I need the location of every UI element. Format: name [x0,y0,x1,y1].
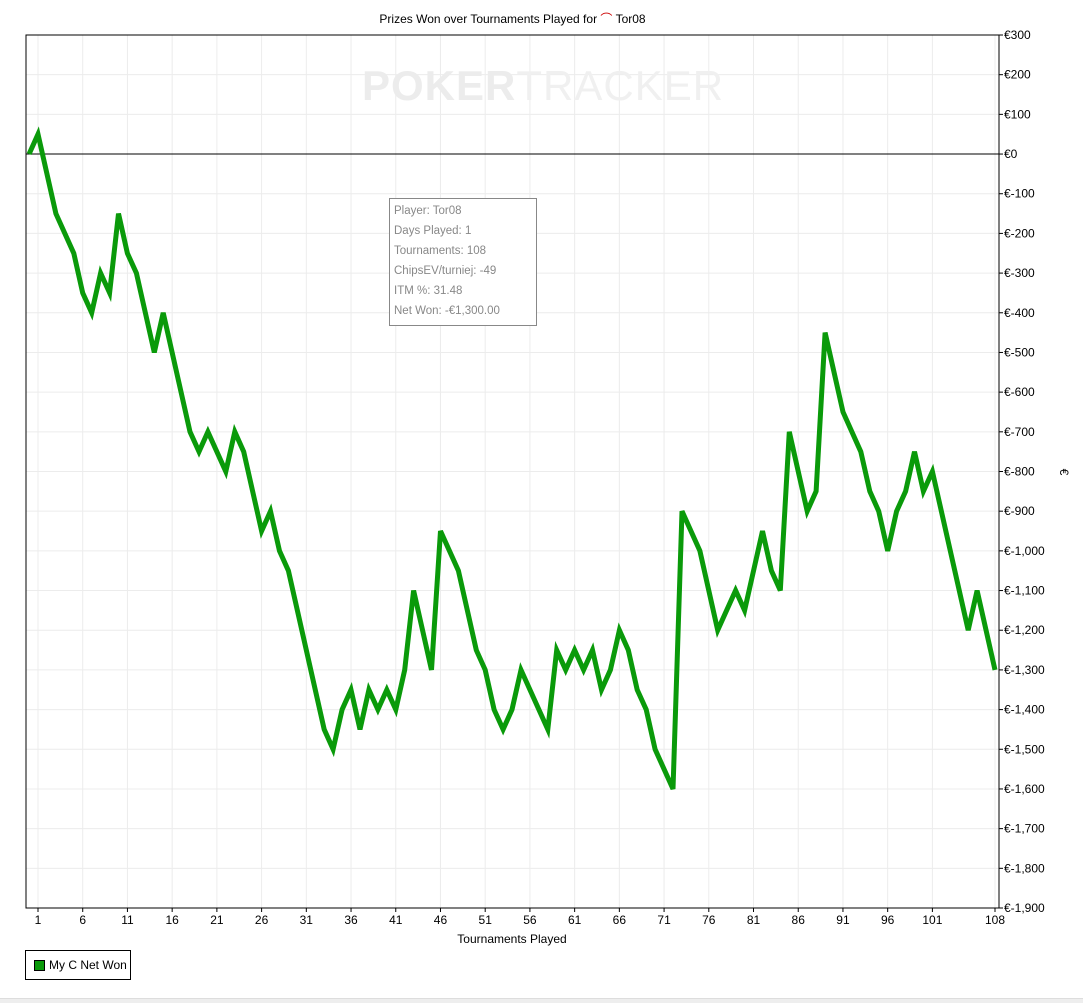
x-tick-label: 41 [389,913,403,927]
x-tick-label: 36 [344,913,358,927]
tooltip-tournaments: Tournaments: 108 [394,241,532,261]
y-tick-label: €-600 [1004,385,1035,399]
x-axis-label: Tournaments Played [457,932,566,946]
y-tick-label: €-1,000 [1004,544,1045,558]
y-tick-label: €100 [1004,107,1031,121]
y-tick-label: €-400 [1004,306,1035,320]
x-tick-label: 71 [657,913,671,927]
pokertracker-watermark: POKERTRACKER [362,62,724,110]
chart-title: Prizes Won over Tournaments Played for ⌒… [0,10,1025,27]
legend-label: My C Net Won [49,958,127,972]
x-tick-label: 26 [255,913,269,927]
footer-bar [0,998,1083,1003]
x-tick-label: 46 [434,913,448,927]
x-tick-label: 101 [922,913,942,927]
y-tick-label: €-200 [1004,226,1035,240]
x-tick-label: 61 [568,913,582,927]
x-tick-label: 21 [210,913,224,927]
tooltip-itm: ITM %: 31.48 [394,281,532,301]
y-tick-label: €-1,900 [1004,901,1045,915]
x-tick-label: 66 [613,913,627,927]
x-tick-label: 81 [747,913,761,927]
x-tick-label: 11 [121,913,134,927]
y-tick-label: €-500 [1004,345,1035,359]
tooltip-net-won: Net Won: -€1,300.00 [394,301,532,321]
y-tick-label: €-1,200 [1004,623,1045,637]
x-tick-label: 96 [881,913,895,927]
y-tick-label: €-800 [1004,465,1035,479]
y-axis-label: € [1057,469,1071,476]
player-stats-tooltip: Player: Tor08 Days Played: 1 Tournaments… [389,198,537,326]
tooltip-days: Days Played: 1 [394,221,532,241]
y-tick-label: €-1,500 [1004,742,1045,756]
x-tick-label: 51 [479,913,493,927]
x-tick-label: 86 [792,913,806,927]
y-tick-label: €-1,800 [1004,861,1045,875]
tooltip-player: Player: Tor08 [394,201,532,221]
x-tick-label: 1 [35,913,42,927]
y-tick-label: €-1,600 [1004,782,1045,796]
y-tick-label: €-900 [1004,504,1035,518]
y-tick-label: €-1,700 [1004,822,1045,836]
legend[interactable]: My C Net Won [25,950,131,980]
y-tick-label: €-1,300 [1004,663,1045,677]
y-tick-label: €-1,400 [1004,703,1045,717]
y-tick-label: €-1,100 [1004,584,1045,598]
x-tick-label: 108 [985,913,1005,927]
y-tick-label: €200 [1004,68,1031,82]
tooltip-chipsev: ChipsEV/turniej: -49 [394,261,532,281]
x-tick-label: 16 [165,913,179,927]
x-tick-label: 91 [836,913,850,927]
y-tick-label: €-700 [1004,425,1035,439]
y-tick-label: €-300 [1004,266,1035,280]
player-icon: ⌒ [600,12,612,26]
y-tick-label: €0 [1004,147,1018,161]
y-tick-label: €-100 [1004,187,1035,201]
legend-swatch [34,960,45,971]
y-tick-label: €300 [1004,28,1031,42]
x-tick-label: 6 [79,913,86,927]
x-tick-label: 76 [702,913,716,927]
x-tick-label: 31 [300,913,314,927]
x-tick-label: 56 [523,913,537,927]
